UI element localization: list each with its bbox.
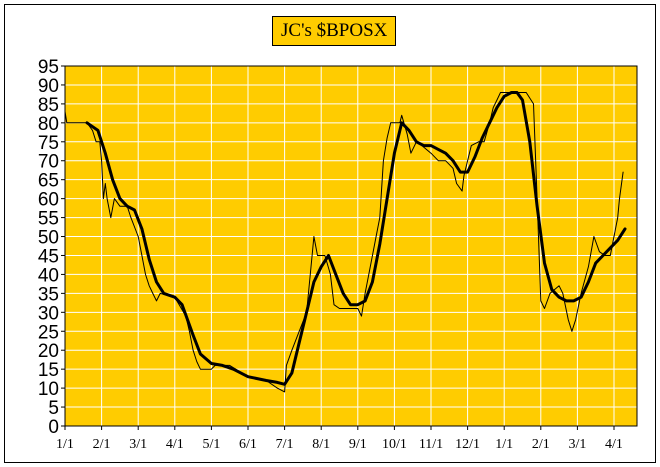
y-tick-label: 60	[38, 190, 59, 211]
x-tick-label: 5/1	[202, 437, 220, 452]
x-tick-label: 12/1	[455, 437, 480, 452]
y-tick-label: 40	[38, 265, 59, 286]
y-tick-label: 50	[38, 228, 59, 249]
plot-area	[65, 66, 637, 426]
y-tick-label: 85	[38, 95, 59, 116]
y-tick-label: 35	[38, 284, 59, 305]
series-line-thin	[64, 92, 624, 393]
y-tick-label: 80	[38, 114, 59, 135]
plot-border	[64, 65, 638, 427]
y-tick-label: 65	[38, 171, 59, 192]
y-tick-label: 0	[48, 417, 59, 438]
x-tick-label: 3/1	[129, 437, 147, 452]
x-tick-label: 3/1	[568, 437, 586, 452]
chart-title: JC's $BPOSX	[272, 16, 397, 46]
y-tick-label: 5	[48, 398, 59, 419]
y-tick-label: 30	[38, 303, 59, 324]
x-tick-label: 4/1	[605, 437, 623, 452]
x-tick-label: 2/1	[532, 437, 550, 452]
x-tick-label: 1/1	[56, 437, 74, 452]
y-tick-label: 75	[38, 133, 59, 154]
y-tick-label: 45	[38, 246, 59, 267]
x-tick-label: 1/1	[495, 437, 513, 452]
x-tick-label: 6/1	[239, 437, 257, 452]
y-tick-label: 55	[38, 209, 59, 230]
x-tick-label: 11/1	[419, 437, 443, 452]
x-tick-label: 8/1	[312, 437, 330, 452]
y-tick-label: 70	[38, 152, 59, 173]
y-tick-label: 25	[38, 322, 59, 343]
y-tick-label: 15	[38, 360, 59, 381]
x-tick-label: 7/1	[276, 437, 294, 452]
series-line-thick	[85, 91, 627, 386]
y-tick-label: 20	[38, 341, 59, 362]
y-tick-label: 90	[38, 76, 59, 97]
x-tick-label: 4/1	[166, 437, 184, 452]
x-tick-label: 2/1	[93, 437, 111, 452]
x-tick-label: 9/1	[349, 437, 367, 452]
x-tick-label: 10/1	[382, 437, 407, 452]
y-tick-label: 95	[38, 57, 59, 78]
y-tick-label: 10	[38, 379, 59, 400]
